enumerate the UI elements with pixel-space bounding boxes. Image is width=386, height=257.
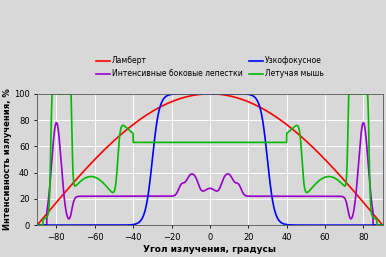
Ламберт [208, 92, 212, 95]
Летучая мышь [109, 190, 113, 193]
Интенсивные боковые лепестки [244, 194, 249, 197]
Line: Ламберт: Ламберт [37, 94, 383, 225]
Ламберт [131, 123, 136, 126]
Интенсивные боковые лепестки [380, 224, 385, 227]
Узкофокусное [380, 224, 385, 227]
Летучая мышь [380, 224, 385, 227]
Летучая мышь [250, 141, 254, 144]
Legend: Ламберт, Интенсивные боковые лепестки, Узкофокусное, Летучая мышь: Ламберт, Интенсивные боковые лепестки, У… [95, 56, 325, 79]
Летучая мышь [50, 92, 54, 95]
Летучая мышь [244, 141, 249, 144]
Line: Летучая мышь: Летучая мышь [37, 94, 383, 225]
Узкофокусное [35, 224, 40, 227]
Ламберт [109, 142, 113, 145]
Интенсивные боковые лепестки [35, 224, 40, 227]
Y-axis label: Интенсивность излучения, %: Интенсивность излучения, % [3, 89, 12, 230]
Узкофокусное [131, 223, 136, 226]
Ламберт [250, 102, 254, 105]
Ламберт [380, 223, 385, 226]
Интенсивные боковые лепестки [54, 121, 59, 124]
Ламберт [380, 224, 385, 227]
Ламберт [347, 185, 352, 188]
Летучая мышь [380, 224, 385, 227]
Интенсивные боковые лепестки [347, 216, 352, 219]
Line: Интенсивные боковые лепестки: Интенсивные боковые лепестки [37, 123, 383, 225]
Узкофокусное [380, 224, 385, 227]
Узкофокусное [250, 94, 254, 97]
Интенсивные боковые лепестки [132, 195, 136, 198]
Интенсивные боковые лепестки [109, 195, 113, 198]
Летучая мышь [132, 141, 136, 144]
X-axis label: Угол излучения, градусы: Угол излучения, градусы [143, 244, 276, 253]
Узкофокусное [109, 224, 113, 227]
Ламберт [35, 224, 40, 227]
Ламберт [244, 99, 249, 103]
Узкофокусное [208, 92, 212, 95]
Узкофокусное [244, 93, 249, 96]
Интенсивные боковые лепестки [250, 195, 254, 198]
Летучая мышь [347, 92, 352, 95]
Интенсивные боковые лепестки [380, 224, 385, 227]
Летучая мышь [35, 224, 40, 227]
Line: Узкофокусное: Узкофокусное [37, 94, 383, 225]
Узкофокусное [347, 224, 352, 227]
